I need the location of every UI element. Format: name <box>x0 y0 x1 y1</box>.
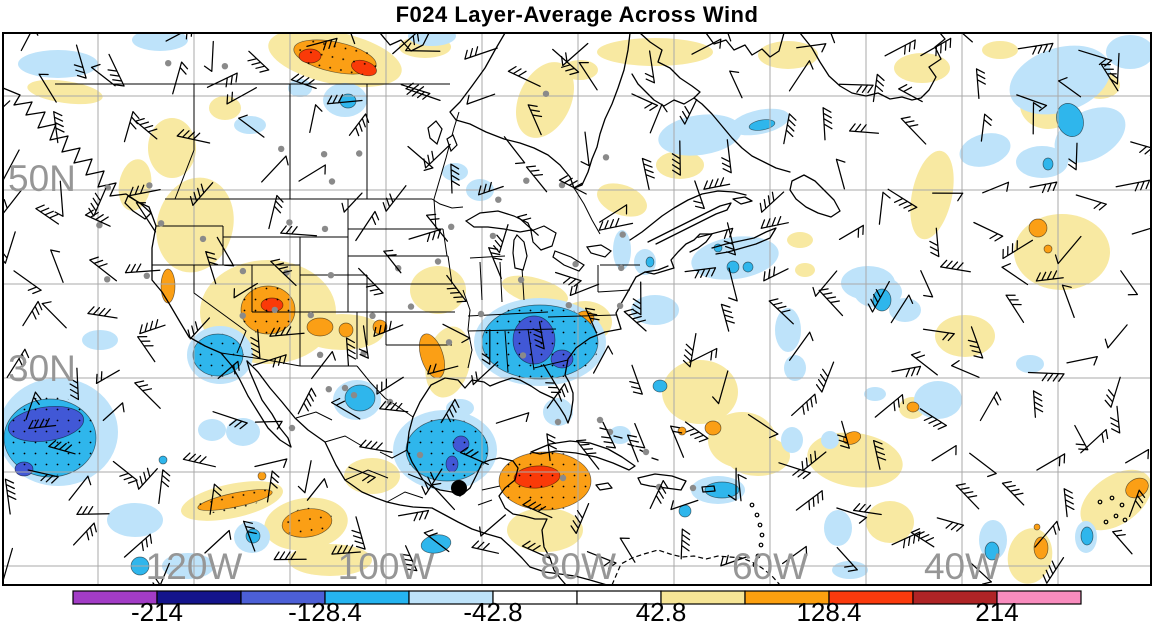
wind-barbs <box>3 33 1151 585</box>
lon-label-120W: 120W <box>146 546 243 587</box>
colorbar-tick-label: -42.8 <box>463 597 522 622</box>
lon-label-80W: 80W <box>540 546 616 587</box>
station-marker <box>451 480 467 496</box>
colorbar-tick-label: 42.8 <box>636 597 687 622</box>
lon-label-100W: 100W <box>338 546 435 587</box>
lat-label-30N: 30N <box>8 348 76 389</box>
great-lakes <box>427 120 612 272</box>
station-dots <box>96 59 697 492</box>
page-title: F024 Layer-Average Across Wind <box>395 2 759 27</box>
colorbar-segment-11 <box>996 590 1082 605</box>
south-america-coast <box>611 549 781 585</box>
lat-label-50N: 50N <box>8 158 76 199</box>
lon-label-60W: 60W <box>732 546 808 587</box>
island-dots <box>749 495 1128 568</box>
colorbar: -214 -128.4 -42.8 42.8 128.4 214 <box>72 590 1082 622</box>
stipple-overlay <box>3 38 600 539</box>
map-layers: 50N 30N 120W 100W 80W 60W 40W <box>3 33 1151 587</box>
lon-label-40W: 40W <box>924 546 1000 587</box>
colorbar-tick-label: -128.4 <box>288 597 362 622</box>
colorbar-tick-label: 214 <box>975 597 1018 622</box>
map-frame <box>2 32 1152 586</box>
colorbar-tick-label: -214 <box>131 597 183 622</box>
graticule-labels: 50N 30N 120W 100W 80W 60W 40W <box>8 158 1000 587</box>
colorbar-tick-label: 128.4 <box>796 597 861 622</box>
